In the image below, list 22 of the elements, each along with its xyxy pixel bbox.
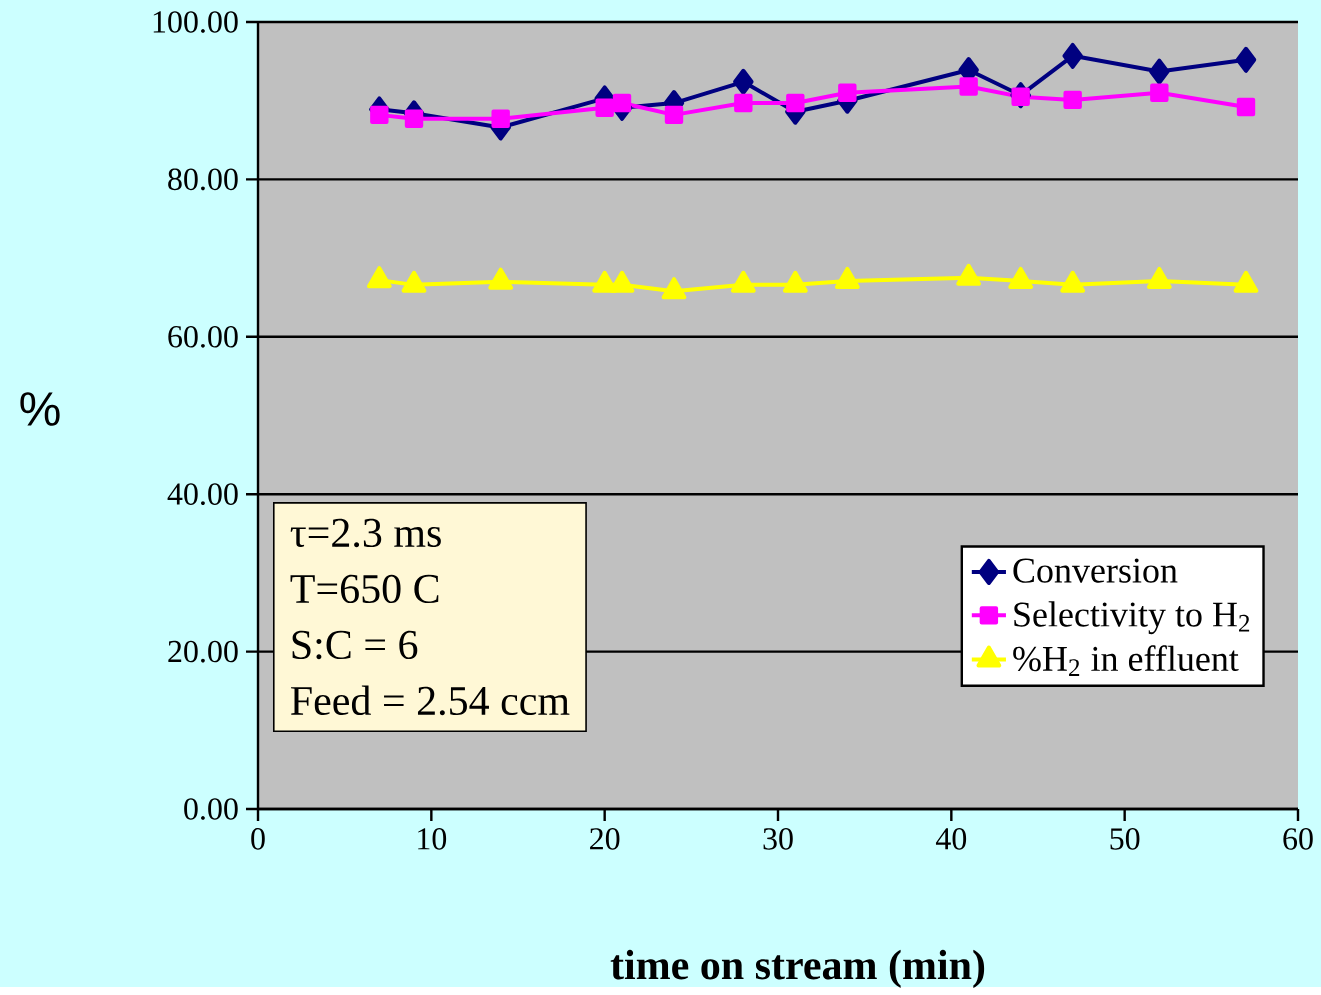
x-axis-title: time on stream (min) <box>610 950 985 989</box>
x-tick-label: 40 <box>935 828 967 850</box>
y-axis-title: % <box>20 392 60 426</box>
y-tick-label: 0.00 <box>184 798 238 821</box>
legend-label: Conversion <box>1013 558 1178 583</box>
annotation: T=650 C <box>290 574 439 604</box>
annotation: S:C = 6 <box>292 631 418 660</box>
y-tick-label: 60.00 <box>168 326 238 348</box>
x-tick-label: 10 <box>418 828 447 850</box>
y-tick-label: 100.00 <box>153 11 238 34</box>
annotation: τ=2.3 ms <box>290 519 441 548</box>
annotation: Feed = 2.54 ccm <box>291 685 570 716</box>
x-tick-label: 50 <box>1110 828 1140 850</box>
legend-label: Selectivity to H$_{2}$ <box>1014 601 1250 635</box>
y-tick-label: 40.00 <box>167 483 238 506</box>
y-tick-label: 20.00 <box>168 640 238 663</box>
x-tick-label: 30 <box>763 828 793 850</box>
legend-label: %H$_{2}$ in effluent <box>1013 645 1239 677</box>
y-tick-label: 80.00 <box>168 168 238 191</box>
x-tick-label: 60 <box>1283 828 1313 850</box>
x-tick-label: 0 <box>251 828 265 850</box>
x-tick-label: 20 <box>590 828 620 850</box>
